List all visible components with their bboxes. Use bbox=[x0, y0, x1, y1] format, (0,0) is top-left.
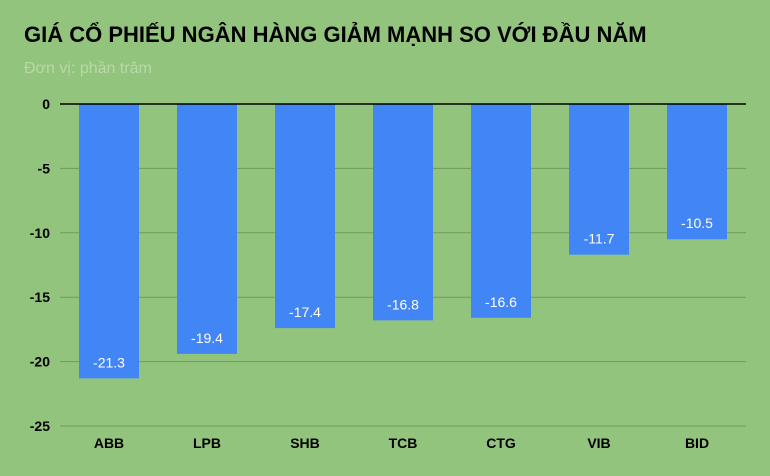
chart-subtitle: Đơn vị: phần trăm bbox=[24, 60, 152, 77]
x-tick-label: ABB bbox=[94, 435, 124, 451]
data-label: -21.3 bbox=[93, 354, 125, 370]
data-labels: -21.3 -19.4 -17.4 -16.8 -16.6 -11.7 -10.5 bbox=[93, 215, 713, 370]
y-tick-label: -25 bbox=[30, 418, 50, 434]
chart-title: GIÁ CỔ PHIẾU NGÂN HÀNG GIẢM MẠNH SO VỚI … bbox=[24, 22, 647, 47]
x-tick-label: TCB bbox=[389, 435, 418, 451]
y-tick-label: -15 bbox=[30, 289, 50, 305]
bar-shb bbox=[275, 104, 335, 329]
x-tick-label: VIB bbox=[587, 435, 610, 451]
x-tick-label: BID bbox=[685, 435, 709, 451]
bars bbox=[79, 104, 727, 379]
y-tick-label: 0 bbox=[42, 96, 50, 112]
y-tick-label: -20 bbox=[30, 354, 50, 370]
y-tick-labels: 0 -5 -10 -15 -20 -25 bbox=[30, 96, 50, 434]
x-tick-label: CTG bbox=[486, 435, 516, 451]
y-tick-label: -10 bbox=[30, 225, 50, 241]
bar-abb bbox=[79, 104, 139, 379]
data-label: -10.5 bbox=[681, 215, 713, 231]
bar-vib bbox=[569, 104, 629, 255]
bar-ctg bbox=[471, 104, 531, 318]
bar-bid bbox=[667, 104, 727, 240]
data-label: -16.8 bbox=[387, 296, 419, 312]
x-tick-label: LPB bbox=[193, 435, 221, 451]
data-label: -11.7 bbox=[584, 231, 615, 247]
bar-lpb bbox=[177, 104, 237, 354]
x-tick-labels: ABB LPB SHB TCB CTG VIB BID bbox=[94, 435, 709, 451]
data-label: -17.4 bbox=[289, 304, 321, 320]
y-tick-label: -5 bbox=[38, 160, 51, 176]
x-tick-label: SHB bbox=[290, 435, 320, 451]
data-label: -19.4 bbox=[191, 330, 223, 346]
data-label: -16.6 bbox=[485, 294, 517, 310]
bar-tcb bbox=[373, 104, 433, 321]
